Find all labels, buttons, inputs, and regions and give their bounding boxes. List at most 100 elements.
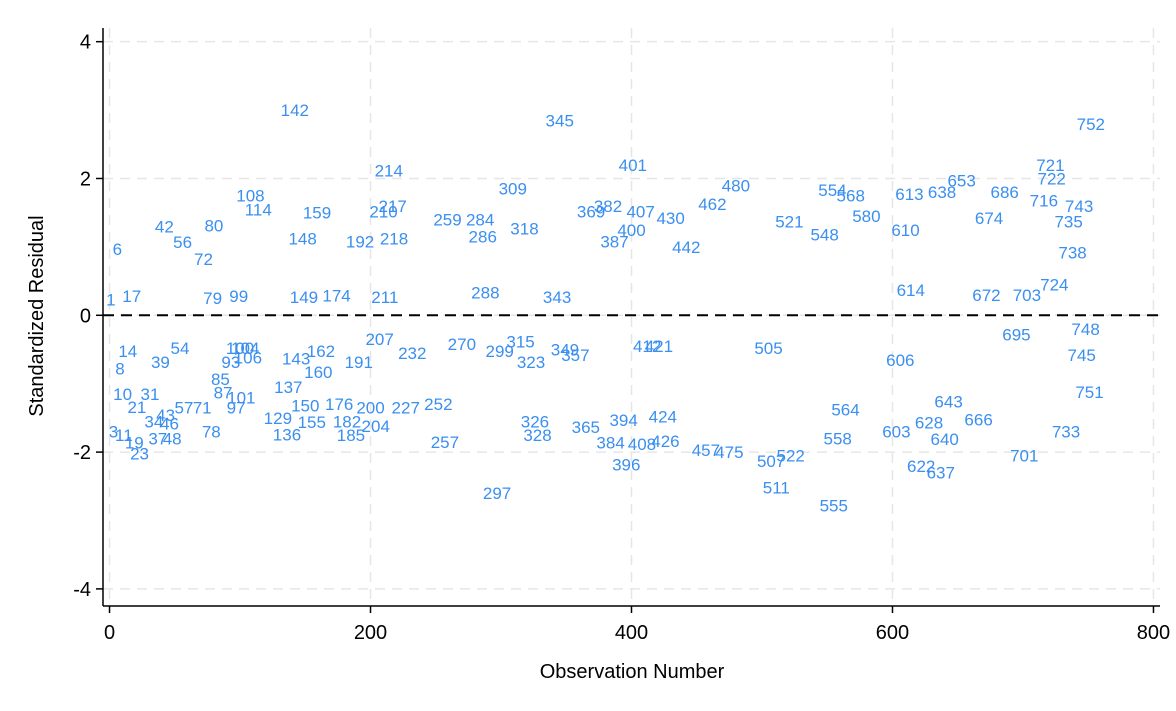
data-point-label: 475: [715, 443, 743, 462]
data-point-label: 218: [380, 230, 408, 249]
data-point-label: 505: [754, 339, 782, 358]
data-point-label: 150: [291, 397, 319, 416]
data-point-label: 162: [307, 342, 335, 361]
data-point-label: 129: [264, 409, 292, 428]
data-point-label: 106: [234, 349, 262, 368]
data-point-label: 87: [214, 384, 233, 403]
data-point-label: 369: [577, 202, 605, 221]
data-point-label: 31: [141, 385, 160, 404]
y-tick-label: 0: [80, 305, 91, 327]
data-point-label: 284: [466, 211, 494, 230]
x-tick-label: 0: [104, 622, 115, 644]
data-point-label: 191: [345, 353, 373, 372]
data-point-label: 748: [1071, 320, 1099, 339]
data-point-label: 568: [837, 187, 865, 206]
x-tick-label: 200: [354, 622, 387, 644]
data-point-label: 39: [151, 353, 170, 372]
data-point-label: 564: [831, 401, 859, 420]
data-point-label: 637: [927, 464, 955, 483]
data-point-label: 743: [1065, 197, 1093, 216]
data-point-label: 1: [106, 291, 115, 310]
data-point-label: 345: [546, 111, 574, 130]
data-point-label: 71: [193, 399, 212, 418]
data-point-label: 365: [572, 418, 600, 437]
data-point-label: 721: [1036, 156, 1064, 175]
data-point-label: 159: [303, 204, 331, 223]
data-point-label: 270: [448, 335, 476, 354]
data-point-label: 182: [333, 412, 361, 431]
data-point-label: 382: [594, 197, 622, 216]
data-point-label: 558: [823, 429, 851, 448]
data-point-label: 214: [375, 161, 403, 180]
x-tick-label: 400: [615, 622, 648, 644]
data-point-label: 716: [1030, 191, 1058, 210]
data-point-label: 14: [118, 342, 137, 361]
data-point-label: 99: [229, 287, 248, 306]
data-point-label: 142: [281, 101, 309, 120]
data-point-label: 394: [609, 411, 637, 430]
data-point-label: 522: [777, 447, 805, 466]
data-point-label: 3: [109, 423, 118, 442]
data-point-label: 387: [600, 232, 628, 251]
data-point-label: 21: [127, 398, 146, 417]
data-point-label: 136: [273, 425, 301, 444]
data-point-label: 200: [356, 399, 384, 418]
y-axis-title: Standardized Residual: [26, 215, 48, 416]
data-point-label: 323: [517, 353, 545, 372]
data-point-label: 606: [886, 351, 914, 370]
data-point-label: 46: [160, 414, 179, 433]
data-point-label: 6: [113, 240, 122, 259]
data-point-label: 603: [882, 423, 910, 442]
data-point-label: 343: [543, 288, 571, 307]
y-tick-label: -2: [73, 442, 91, 464]
data-point-label: 752: [1077, 115, 1105, 134]
data-point-label: 148: [288, 230, 316, 249]
data-point-label: 10: [113, 385, 132, 404]
data-point-label: 185: [337, 426, 365, 445]
data-point-label: 412: [633, 337, 661, 356]
data-point-label: 638: [928, 183, 956, 202]
data-point-label: 357: [561, 346, 589, 365]
data-point-label: 288: [471, 284, 499, 303]
data-point-label: 318: [510, 219, 538, 238]
data-point-label: 149: [290, 288, 318, 307]
x-tick-label: 800: [1137, 622, 1170, 644]
data-point-label: 97: [227, 399, 246, 418]
data-point-label: 210: [369, 202, 397, 221]
data-point-label: 643: [934, 392, 962, 411]
data-point-label: 57: [174, 399, 193, 418]
data-point-label: 653: [947, 172, 975, 191]
data-point-label: 326: [521, 412, 549, 431]
data-point-label: 695: [1002, 325, 1030, 344]
data-point-label: 48: [163, 429, 182, 448]
data-point-label: 93: [221, 353, 240, 372]
data-point-label: 384: [596, 434, 624, 453]
data-point-label: 143: [282, 349, 310, 368]
data-point-label: 703: [1013, 286, 1041, 305]
data-point-label: 622: [907, 457, 935, 476]
axes: 0 200 400 600 800 -4 -2 0 2 4: [73, 28, 1170, 644]
data-point-label: 457: [692, 441, 720, 460]
data-point-label: 349: [551, 340, 579, 359]
data-point-label: 8: [115, 360, 124, 379]
data-point-label: 738: [1058, 243, 1086, 262]
data-point-label: 421: [645, 337, 673, 356]
data-point-label: 396: [612, 455, 640, 474]
data-point-label: 56: [173, 233, 192, 252]
data-point-label: 408: [628, 435, 656, 454]
data-point-label: 580: [852, 207, 880, 226]
data-point-label: 548: [810, 226, 838, 245]
data-point-label: 80: [204, 217, 223, 236]
data-point-label: 227: [392, 399, 420, 418]
data-point-label: 507: [757, 452, 785, 471]
data-point-label: 34: [144, 412, 163, 431]
data-point-label: 511: [763, 479, 790, 498]
data-point-label: 259: [433, 211, 461, 230]
data-point-label: 207: [365, 330, 393, 349]
data-point-label: 42: [155, 217, 174, 236]
data-point-label: 430: [656, 209, 684, 228]
y-tick-label: -4: [73, 579, 91, 601]
y-tick-label: 4: [80, 32, 91, 54]
